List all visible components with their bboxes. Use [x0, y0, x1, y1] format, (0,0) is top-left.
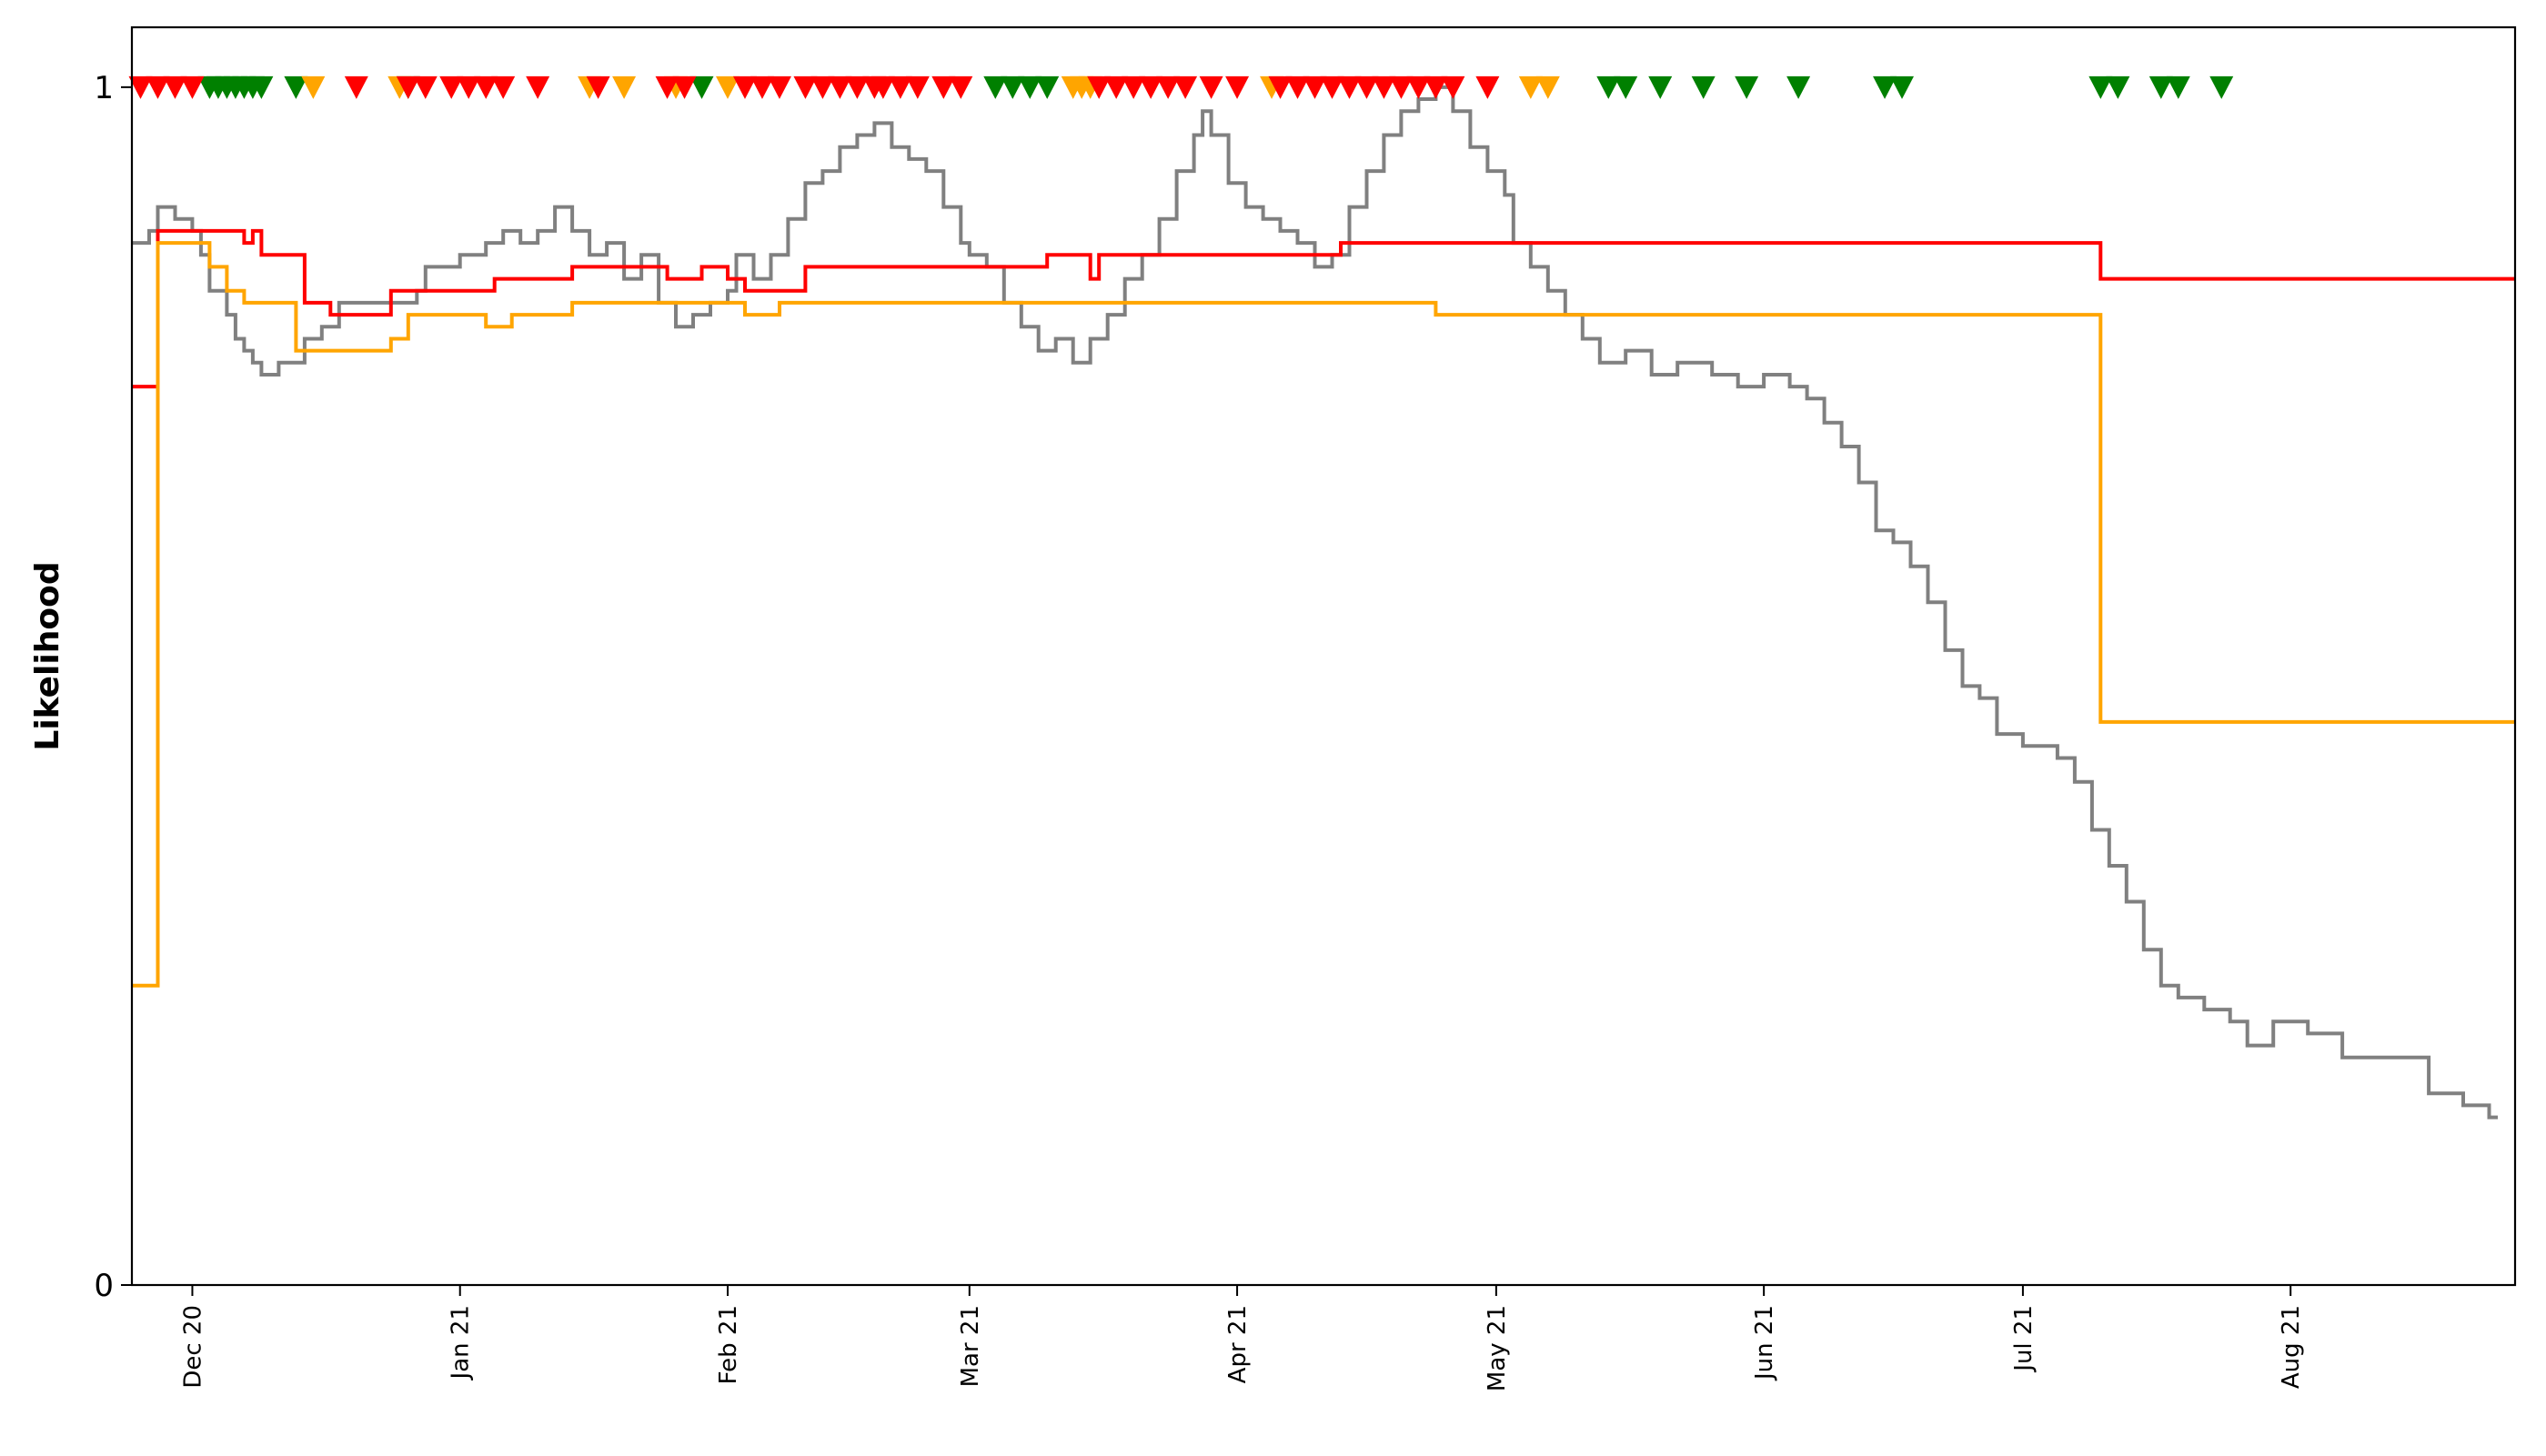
- x-tick-label: Aug 21: [2278, 1305, 2305, 1389]
- event-marker: [1406, 75, 1431, 99]
- event-marker: [1035, 75, 1060, 99]
- event-marker: [870, 75, 895, 99]
- event-marker: [344, 75, 368, 99]
- event-marker: [2106, 75, 2130, 99]
- event-marker: [888, 75, 912, 99]
- x-tick-label: Jul 21: [2010, 1305, 2038, 1373]
- x-tick-label: Jun 21: [1751, 1305, 1778, 1381]
- event-marker: [931, 75, 956, 99]
- event-marker: [474, 75, 498, 99]
- y-axis-label: Likelihood: [29, 561, 66, 750]
- event-marker: [1441, 75, 1465, 99]
- event-marker: [1018, 75, 1042, 99]
- event-marker: [1199, 75, 1223, 99]
- event-marker: [1648, 75, 1673, 99]
- event-marker: [1596, 75, 1621, 99]
- event-marker: [1518, 75, 1543, 99]
- event-marker: [689, 75, 714, 99]
- event-marker: [612, 75, 637, 99]
- event-marker: [146, 75, 170, 99]
- event-marker: [1285, 75, 1310, 99]
- event-marker: [767, 75, 791, 99]
- event-marker: [2209, 75, 2234, 99]
- event-marker: [1614, 75, 1638, 99]
- x-tick-label: Dec 20: [179, 1305, 206, 1389]
- event-marker: [793, 75, 818, 99]
- event-marker: [284, 75, 308, 99]
- event-marker: [301, 75, 326, 99]
- series-line-1: [132, 85, 2498, 1120]
- event-marker: [1354, 75, 1379, 99]
- y-tick-label: 1: [94, 70, 114, 106]
- event-marker: [810, 75, 835, 99]
- event-marker: [2166, 75, 2190, 99]
- event-marker: [983, 75, 1008, 99]
- event-marker: [1389, 75, 1414, 99]
- event-marker: [1337, 75, 1362, 99]
- event-marker: [1173, 75, 1198, 99]
- plot-frame: [130, 25, 2517, 1287]
- event-marker: [163, 75, 187, 99]
- event-marker: [1424, 75, 1448, 99]
- event-marker: [180, 75, 205, 99]
- event-marker: [1268, 75, 1293, 99]
- event-marker: [439, 75, 464, 99]
- event-marker: [1122, 75, 1146, 99]
- series-line-2: [132, 228, 2515, 389]
- x-tick-label: Feb 21: [715, 1305, 742, 1384]
- event-marker: [905, 75, 930, 99]
- event-marker: [1156, 75, 1181, 99]
- event-marker: [249, 75, 274, 99]
- event-marker: [750, 75, 774, 99]
- event-marker: [732, 75, 757, 99]
- event-marker: [526, 75, 550, 99]
- y-tick-label: 0: [94, 1268, 114, 1304]
- event-marker: [1320, 75, 1344, 99]
- event-marker: [828, 75, 852, 99]
- event-marker: [845, 75, 870, 99]
- event-marker: [1372, 75, 1396, 99]
- event-marker: [949, 75, 973, 99]
- plot-area: [132, 85, 2515, 1120]
- event-marker: [491, 75, 516, 99]
- event-marker: [457, 75, 481, 99]
- event-marker: [1873, 75, 1897, 99]
- event-marker: [1303, 75, 1327, 99]
- axes: Dec 20 Jan 21 Feb 21 Mar 21 Apr 21 May 21 Jun …: [94, 70, 2305, 1391]
- event-marker: [655, 75, 679, 99]
- event-marker: [1786, 75, 1811, 99]
- event-marker: [1104, 75, 1129, 99]
- event-marker: [1225, 75, 1250, 99]
- event-marker: [1087, 75, 1112, 99]
- event-marker: [1139, 75, 1163, 99]
- event-marker: [672, 75, 697, 99]
- event-marker: [1475, 75, 1500, 99]
- x-tick-label: Jan 21: [448, 1305, 475, 1381]
- event-marker: [1735, 75, 1759, 99]
- x-tick-label: May 21: [1484, 1305, 1511, 1391]
- event-marker: [1691, 75, 1716, 99]
- event-marker: [128, 75, 153, 99]
- event-marker: [396, 75, 420, 99]
- event-marker: [1001, 75, 1025, 99]
- event-marker: [2088, 75, 2113, 99]
- marker-layer: [128, 75, 2234, 99]
- event-marker: [2149, 75, 2173, 99]
- event-marker: [716, 75, 740, 99]
- event-marker: [1890, 75, 1915, 99]
- event-marker: [1535, 75, 1560, 99]
- event-marker: [413, 75, 438, 99]
- series-line-3: [132, 241, 2515, 988]
- x-tick-label: Mar 21: [957, 1305, 984, 1387]
- event-marker: [586, 75, 610, 99]
- x-tick-label: Apr 21: [1224, 1305, 1252, 1383]
